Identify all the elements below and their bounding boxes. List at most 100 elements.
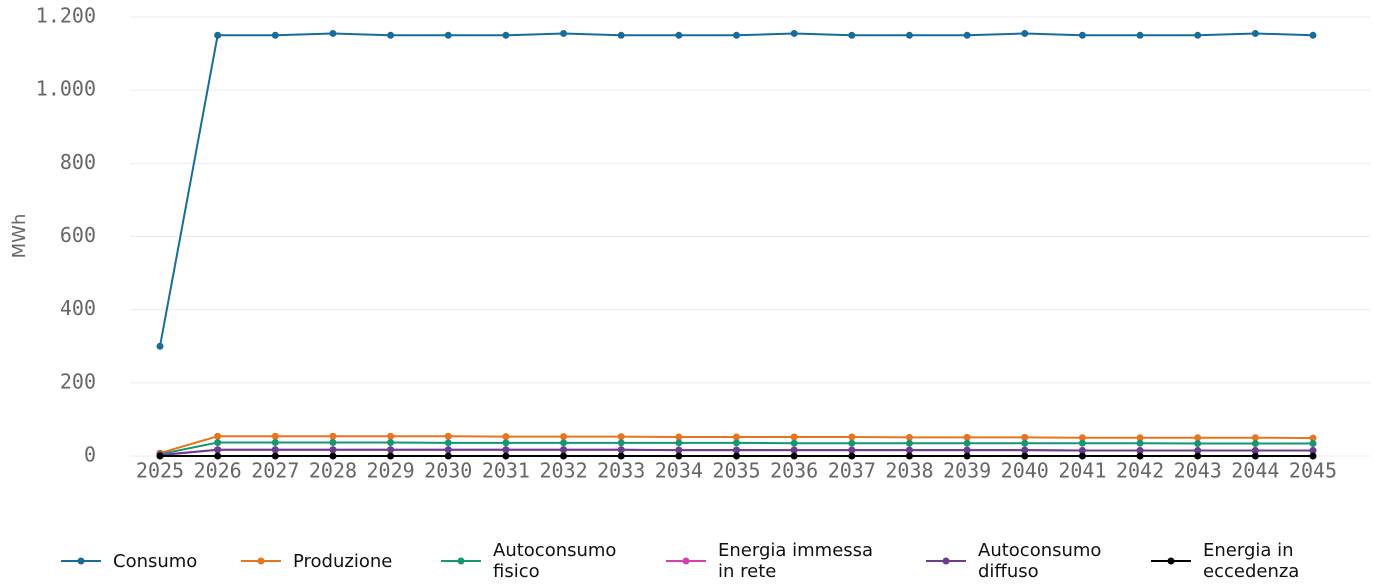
legend-dot: [682, 557, 690, 565]
data-point: [963, 439, 971, 447]
legend-dot: [257, 557, 265, 565]
data-point: [848, 433, 856, 441]
data-point: [905, 452, 913, 460]
data-point: [790, 439, 798, 447]
data-point: [675, 446, 683, 454]
data-point: [329, 446, 337, 454]
data-point: [1251, 447, 1259, 455]
x-tick-label: 2025: [136, 459, 184, 483]
data-point: [1309, 434, 1317, 442]
data-point: [848, 452, 856, 460]
data-point: [1021, 452, 1029, 460]
data-point: [963, 433, 971, 441]
data-point: [444, 446, 452, 454]
data-point: [214, 446, 222, 454]
x-tick-label: 2031: [482, 459, 530, 483]
data-point: [733, 452, 740, 460]
data-point: [1194, 31, 1202, 39]
data-point: [1136, 452, 1144, 460]
legend-item: Autoconsumo fisico: [441, 540, 628, 582]
legend-label: Autoconsumo diffuso: [978, 540, 1102, 582]
data-point: [905, 446, 913, 454]
data-point: [329, 452, 337, 460]
x-tick-label: 2032: [539, 459, 587, 483]
x-tick-label: 2037: [828, 459, 876, 483]
data-point: [1078, 452, 1086, 460]
data-point: [790, 452, 798, 460]
data-point: [790, 29, 798, 37]
data-point: [502, 446, 510, 454]
data-point: [560, 29, 568, 37]
legend-item: Energia in eccedenza: [1151, 540, 1313, 582]
data-point: [790, 433, 798, 441]
x-tick-label: 2038: [885, 459, 933, 483]
legend-swatch: [241, 557, 281, 565]
data-point: [963, 31, 971, 39]
data-point: [617, 446, 625, 454]
data-point: [848, 446, 856, 454]
y-axis-label: MWh: [9, 214, 30, 259]
data-point: [1021, 439, 1029, 447]
legend: Consumo Produzione Autoconsumo fisico Energ…: [0, 540, 1374, 582]
data-point: [156, 452, 164, 460]
data-point: [1251, 452, 1259, 460]
data-point: [329, 438, 337, 446]
data-point: [502, 31, 510, 39]
y-tick-label: 0: [84, 443, 96, 467]
data-point: [790, 446, 798, 454]
data-point: [329, 29, 337, 37]
data-point: [271, 446, 279, 454]
x-tick-label: 2040: [1001, 459, 1049, 483]
data-point: [214, 452, 222, 460]
data-point: [444, 452, 452, 460]
data-point: [1078, 447, 1086, 455]
legend-item: Produzione: [241, 540, 403, 582]
legend-swatch: [441, 557, 481, 565]
x-tick-label: 2045: [1289, 459, 1337, 483]
data-point: [1251, 440, 1259, 448]
x-tick-label: 2039: [943, 459, 991, 483]
y-tick-label: 800: [60, 150, 96, 174]
legend-item: Autoconsumo diffuso: [926, 540, 1113, 582]
legend-dot: [77, 557, 85, 565]
data-point: [675, 31, 683, 39]
legend-label: Consumo: [113, 550, 198, 572]
data-point: [444, 31, 452, 39]
x-tick-label: 2033: [597, 459, 645, 483]
x-tick-label: 2043: [1174, 459, 1222, 483]
data-point: [1136, 439, 1144, 447]
data-point: [617, 439, 625, 447]
y-tick-label: 1.200: [36, 4, 96, 28]
data-point: [560, 439, 568, 447]
data-point: [733, 446, 740, 454]
data-point: [905, 439, 913, 447]
data-point: [733, 433, 740, 441]
x-tick-label: 2026: [194, 459, 242, 483]
data-point: [271, 31, 279, 39]
data-point: [1021, 433, 1029, 441]
data-point: [1021, 29, 1029, 37]
data-point: [963, 446, 971, 454]
data-point: [502, 452, 510, 460]
data-point: [1309, 452, 1317, 460]
y-tick-label: 1.000: [36, 77, 96, 101]
data-point: [560, 433, 568, 441]
data-point: [214, 31, 222, 39]
legend-swatch: [926, 557, 966, 565]
chart: MWh 0 200 400 600 800 1.000 1.200 2025 2026 2027 2…: [9, 4, 1370, 483]
data-point: [1021, 446, 1029, 454]
data-point: [271, 452, 279, 460]
legend-swatch: [61, 557, 101, 565]
x-tick-label: 2027: [251, 459, 299, 483]
y-tick-label: 600: [60, 223, 96, 247]
legend-label: Energia in eccedenza: [1203, 540, 1300, 582]
data-point: [617, 452, 625, 460]
data-point: [675, 439, 683, 447]
data-point: [156, 342, 164, 350]
data-point: [675, 433, 683, 441]
data-point: [444, 439, 452, 447]
x-tick-label: 2034: [655, 459, 703, 483]
data-point: [271, 438, 279, 446]
x-tick-label: 2029: [367, 459, 415, 483]
